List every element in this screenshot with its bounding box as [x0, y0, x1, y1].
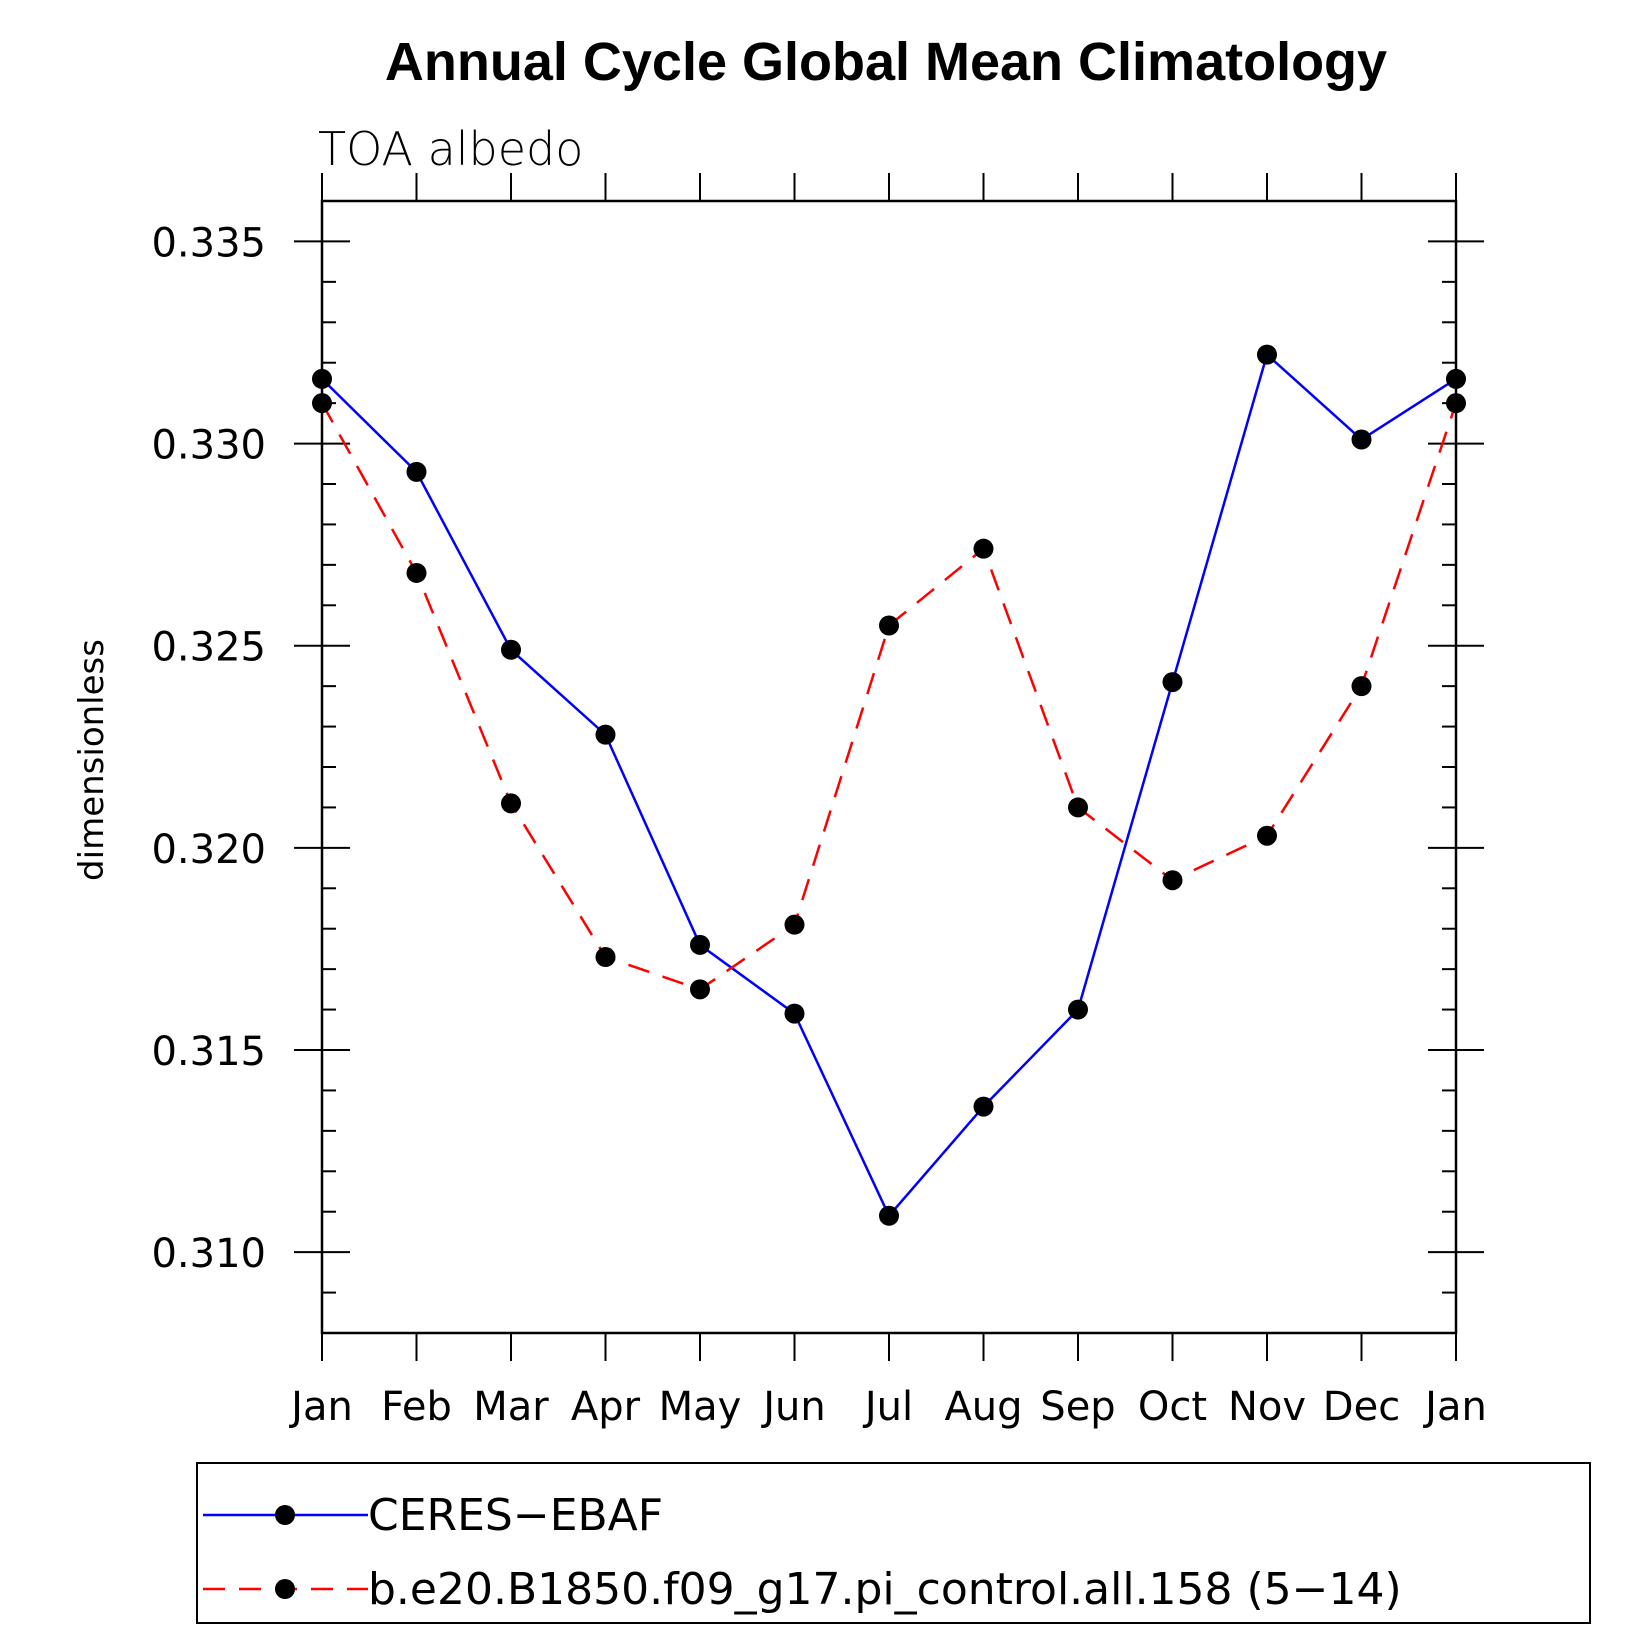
- x-tick-label: Jul: [862, 1384, 913, 1430]
- point-ceres: [690, 934, 710, 955]
- x-tick-label: Oct: [1138, 1384, 1207, 1430]
- point-model: [595, 947, 616, 968]
- data-markers: [312, 344, 1466, 1226]
- point-ceres: [784, 1003, 805, 1024]
- point-ceres: [973, 1096, 994, 1117]
- point-ceres: [1162, 672, 1183, 693]
- y-axis-label: dimensionless: [72, 639, 112, 881]
- point-ceres: [1068, 999, 1088, 1020]
- x-tick-label: Dec: [1323, 1384, 1400, 1430]
- axis-ticks: [294, 173, 1484, 1361]
- point-ceres: [1257, 344, 1277, 365]
- legend-label-model: b.e20.B1850.f09_g17.pi_control.all.158 (…: [368, 1564, 1402, 1615]
- series-lines: [320, 352, 1458, 1219]
- point-ceres: [1351, 429, 1372, 450]
- chart-title: Annual Cycle Global Mean Climatology: [385, 32, 1387, 92]
- y-tick-label: 0.325: [151, 625, 266, 671]
- point-ceres: [406, 461, 427, 482]
- axis-tick-labels: Jan Feb Mar Apr May Jun Jul Aug Sep Oct Nov Dec Jan 0…: [151, 220, 1486, 1430]
- point-model: [406, 562, 427, 583]
- y-tick-label: 0.335: [151, 220, 266, 266]
- point-model: [784, 914, 805, 935]
- point-model: [973, 538, 994, 559]
- x-tick-label: Feb: [381, 1384, 452, 1430]
- x-tick-label: Aug: [944, 1384, 1022, 1430]
- legend-marker-model: [275, 1579, 295, 1599]
- point-model: [1351, 676, 1372, 697]
- point-model: [690, 979, 710, 1000]
- x-tick-label: May: [659, 1384, 742, 1430]
- point-ceres: [312, 368, 332, 389]
- point-model: [501, 793, 521, 814]
- point-ceres: [501, 639, 521, 660]
- y-tick-label: 0.315: [151, 1029, 266, 1075]
- legend: CERES−EBAF b.e20.B1850.f09_g17.pi_contro…: [196, 1462, 1591, 1624]
- point-model: [312, 393, 332, 414]
- y-tick-label: 0.330: [151, 423, 266, 469]
- point-ceres: [1446, 368, 1466, 389]
- point-ceres: [595, 724, 616, 745]
- point-ceres: [879, 1205, 899, 1226]
- x-tick-label: Mar: [473, 1384, 549, 1430]
- series-line-ceres: [321, 352, 1457, 1219]
- point-model: [1068, 797, 1088, 818]
- x-tick-label: Sep: [1040, 1384, 1115, 1430]
- x-tick-label: Nov: [1228, 1384, 1306, 1430]
- x-tick-label: Jun: [760, 1384, 826, 1430]
- y-tick-label: 0.310: [151, 1231, 266, 1277]
- point-model: [879, 615, 899, 636]
- chart-subtitle: TOA albedo: [318, 122, 583, 176]
- x-tick-label: Jan: [1422, 1384, 1487, 1430]
- legend-marker-ceres: [275, 1505, 295, 1525]
- series-line-model: [320, 402, 1458, 991]
- x-tick-label: Jan: [288, 1384, 353, 1430]
- x-tick-label: Apr: [571, 1384, 641, 1430]
- y-tick-label: 0.320: [151, 827, 266, 873]
- point-model: [1162, 870, 1183, 891]
- point-model: [1257, 825, 1277, 846]
- legend-label-ceres: CERES−EBAF: [368, 1490, 663, 1541]
- legend-box: [196, 1462, 1591, 1624]
- point-model: [1446, 393, 1466, 414]
